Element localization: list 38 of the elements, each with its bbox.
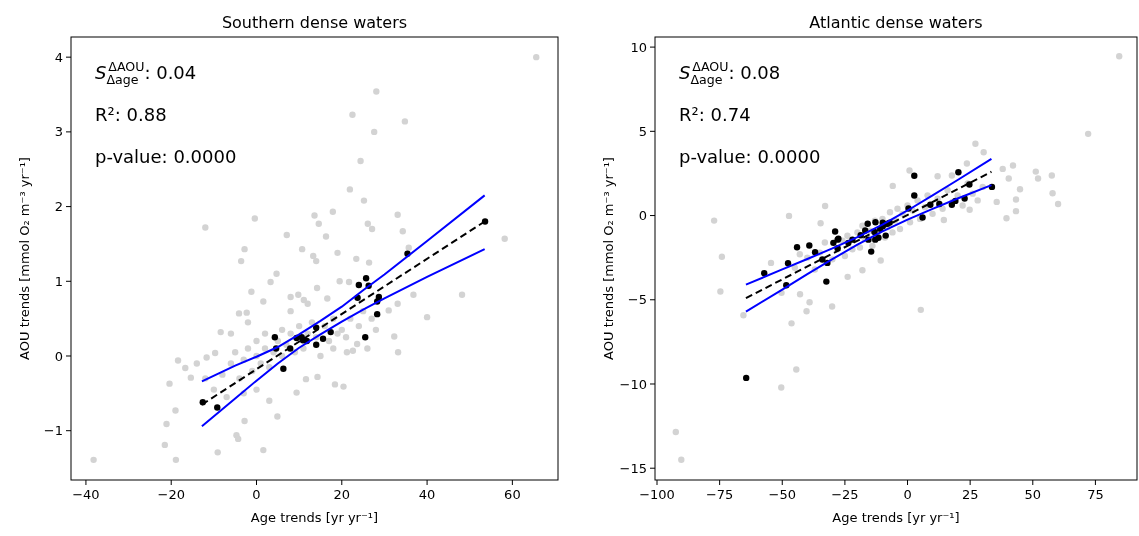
chart-title: Atlantic dense waters <box>809 13 983 32</box>
x-axis-title: Age trends [yr yr⁻¹] <box>250 510 379 525</box>
x-tick-label: −50 <box>768 487 796 502</box>
annotation: R²: 0.74 <box>679 104 751 125</box>
annotation: p-value: 0.0000 <box>95 146 237 167</box>
x-tick-label: 20 <box>333 487 351 502</box>
y-axis-title: AOU trends [mmol O₂ m⁻³ yr⁻¹] <box>601 157 616 360</box>
x-tick-label: −20 <box>157 487 185 502</box>
x-tick-label: 75 <box>1087 487 1104 502</box>
y-tick-label: 1 <box>54 273 63 289</box>
x-axis-title: Age trends [yr yr⁻¹] <box>832 510 960 525</box>
x-tick-label: 0 <box>903 487 912 502</box>
y-tick-label: 3 <box>54 124 63 140</box>
y-tick-label: −1 <box>43 423 63 439</box>
y-tick-label: −10 <box>619 376 647 392</box>
x-tick-label: −100 <box>639 487 675 502</box>
y-tick-label: 4 <box>54 49 63 65</box>
x-tick-label: 0 <box>252 487 261 502</box>
annotation: R²: 0.88 <box>95 104 167 125</box>
x-tick-label: 50 <box>1024 487 1042 502</box>
x-tick-label: −25 <box>831 487 859 502</box>
y-axis-title: AOU trends [mmol O₂ m⁻³ yr⁻¹] <box>17 157 32 360</box>
x-tick-label: 40 <box>418 487 436 502</box>
x-tick-label: 25 <box>961 487 979 502</box>
chart-title: Southern dense waters <box>221 13 408 32</box>
x-tick-label: −40 <box>72 487 100 502</box>
annotation: S$_{Δage}$$^{ΔAOU}$: 0.08 <box>679 58 781 87</box>
y-tick-label: 0 <box>54 348 63 364</box>
y-tick-label: 10 <box>630 39 647 55</box>
x-tick-label: 60 <box>504 487 521 502</box>
y-tick-label: −15 <box>619 460 647 476</box>
y-tick-label: 0 <box>638 208 647 224</box>
x-tick-label: −75 <box>705 487 734 502</box>
y-tick-label: 5 <box>638 123 647 139</box>
annotation: S$_{Δage}$$^{ΔAOU}$: 0.04 <box>95 58 197 87</box>
annotation: p-value: 0.0000 <box>679 146 821 167</box>
y-tick-label: −5 <box>627 292 647 308</box>
y-tick-label: 2 <box>54 199 63 215</box>
